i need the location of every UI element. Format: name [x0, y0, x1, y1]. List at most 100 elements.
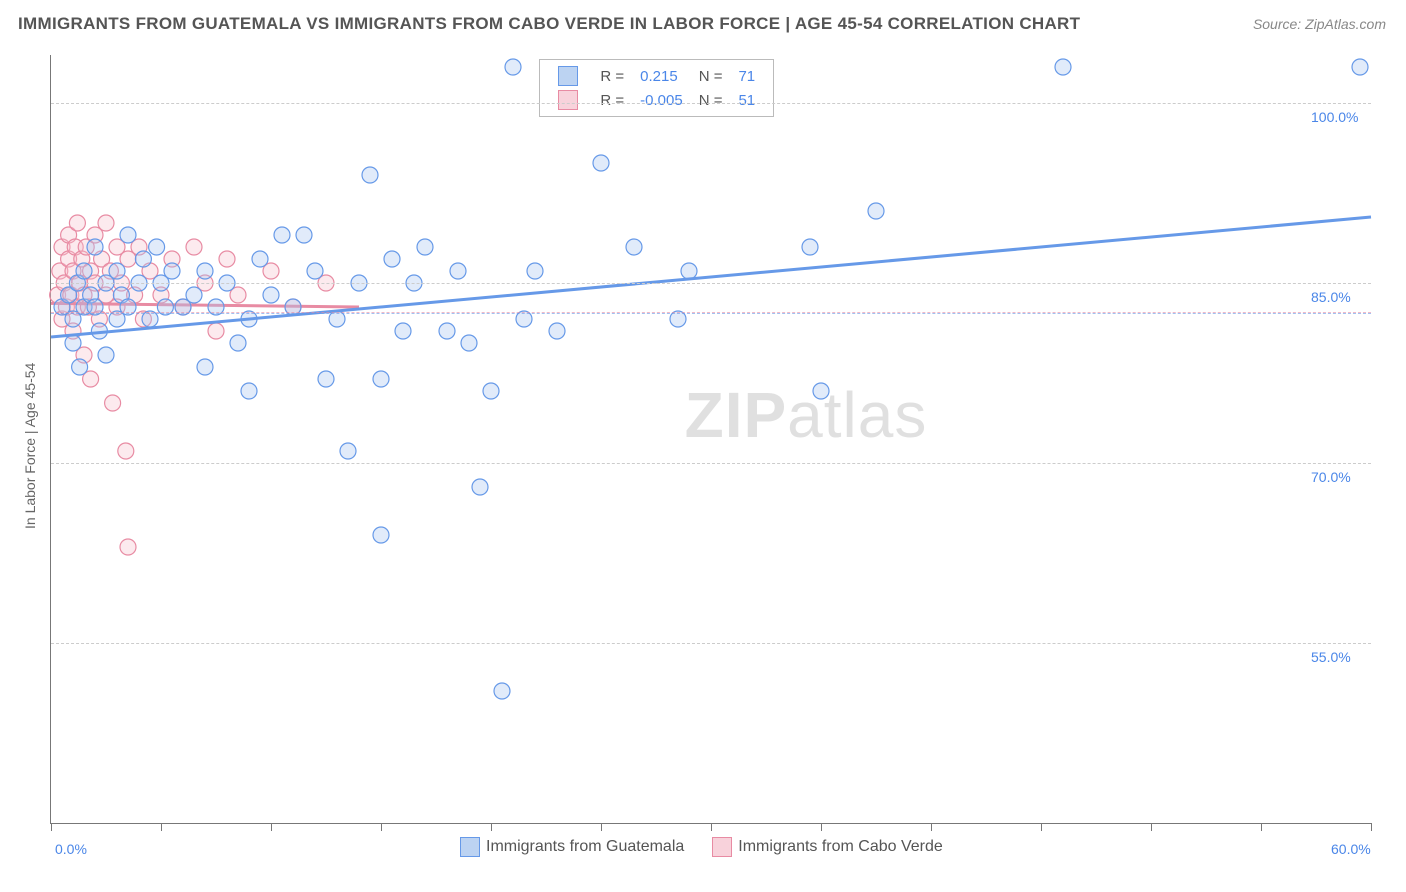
data-point	[149, 239, 165, 255]
data-point	[593, 155, 609, 171]
data-point	[681, 263, 697, 279]
data-point	[494, 683, 510, 699]
data-point	[868, 203, 884, 219]
legend-r-value: -0.005	[632, 88, 691, 112]
data-point	[527, 263, 543, 279]
data-point	[65, 335, 81, 351]
chart-title: IMMIGRANTS FROM GUATEMALA VS IMMIGRANTS …	[18, 14, 1080, 34]
data-point	[1055, 59, 1071, 75]
correlation-legend: R =0.215N =71 R =-0.005N =51	[539, 59, 774, 117]
data-point	[98, 215, 114, 231]
data-point	[296, 227, 312, 243]
data-point	[186, 239, 202, 255]
data-point	[813, 383, 829, 399]
data-point	[274, 227, 290, 243]
data-point	[252, 251, 268, 267]
x-tick	[51, 823, 52, 831]
source-attribution: Source: ZipAtlas.com	[1253, 16, 1386, 32]
data-point	[450, 263, 466, 279]
data-point	[135, 251, 151, 267]
gridline-h	[51, 103, 1371, 104]
data-point	[384, 251, 400, 267]
data-point	[118, 443, 134, 459]
x-tick-label: 60.0%	[1331, 841, 1371, 857]
legend-swatch	[558, 90, 578, 110]
legend-n-label: N =	[691, 64, 731, 88]
data-point	[340, 443, 356, 459]
legend-swatch	[460, 837, 480, 857]
data-point	[164, 263, 180, 279]
data-point	[186, 287, 202, 303]
data-point	[208, 323, 224, 339]
x-tick	[161, 823, 162, 831]
data-point	[417, 239, 433, 255]
x-tick	[821, 823, 822, 831]
y-tick-label: 70.0%	[1311, 469, 1351, 485]
legend-series-name: Immigrants from Cabo Verde	[738, 838, 943, 855]
series-mean-line	[51, 313, 1371, 314]
data-point	[87, 239, 103, 255]
x-tick-label: 0.0%	[55, 841, 87, 857]
data-point	[439, 323, 455, 339]
series-legend: Immigrants from Guatemala Immigrants from…	[446, 837, 957, 857]
data-point	[197, 263, 213, 279]
y-tick-label: 100.0%	[1311, 109, 1358, 125]
data-point	[109, 263, 125, 279]
data-point	[230, 335, 246, 351]
data-point	[69, 215, 85, 231]
legend-item: Immigrants from Guatemala	[460, 837, 684, 857]
x-tick	[601, 823, 602, 831]
scatter-svg	[51, 55, 1371, 823]
x-tick	[491, 823, 492, 831]
data-point	[505, 59, 521, 75]
data-point	[307, 263, 323, 279]
data-point	[362, 167, 378, 183]
x-tick	[1371, 823, 1372, 831]
data-point	[98, 347, 114, 363]
gridline-h	[51, 283, 1371, 284]
data-point	[395, 323, 411, 339]
data-point	[318, 371, 334, 387]
x-tick	[1041, 823, 1042, 831]
data-point	[263, 287, 279, 303]
legend-n-value: 51	[730, 88, 763, 112]
chart-container: IMMIGRANTS FROM GUATEMALA VS IMMIGRANTS …	[0, 0, 1406, 892]
legend-n-value: 71	[730, 64, 763, 88]
data-point	[373, 371, 389, 387]
data-point	[219, 251, 235, 267]
legend-swatch	[558, 66, 578, 86]
y-axis-label: In Labor Force | Age 45-54	[22, 363, 38, 529]
x-tick	[381, 823, 382, 831]
data-point	[1352, 59, 1368, 75]
x-tick	[711, 823, 712, 831]
y-tick-label: 85.0%	[1311, 289, 1351, 305]
legend-r-label: R =	[592, 88, 632, 112]
x-tick	[931, 823, 932, 831]
legend-r-value: 0.215	[632, 64, 691, 88]
data-point	[373, 527, 389, 543]
data-point	[197, 359, 213, 375]
x-tick	[1151, 823, 1152, 831]
gridline-h	[51, 643, 1371, 644]
plot-area: ZIPatlas R =0.215N =71R =-0.005N =51 55.…	[50, 55, 1371, 824]
data-point	[120, 227, 136, 243]
data-point	[105, 395, 121, 411]
data-point	[626, 239, 642, 255]
data-point	[76, 263, 92, 279]
data-point	[549, 323, 565, 339]
legend-r-label: R =	[592, 64, 632, 88]
data-point	[472, 479, 488, 495]
legend-swatch	[712, 837, 732, 857]
x-tick	[271, 823, 272, 831]
gridline-h	[51, 463, 1371, 464]
regression-line	[51, 217, 1371, 337]
data-point	[802, 239, 818, 255]
data-point	[483, 383, 499, 399]
y-tick-label: 55.0%	[1311, 649, 1351, 665]
data-point	[120, 539, 136, 555]
data-point	[241, 383, 257, 399]
legend-series-name: Immigrants from Guatemala	[486, 838, 684, 855]
legend-n-label: N =	[691, 88, 731, 112]
data-point	[461, 335, 477, 351]
data-point	[72, 359, 88, 375]
